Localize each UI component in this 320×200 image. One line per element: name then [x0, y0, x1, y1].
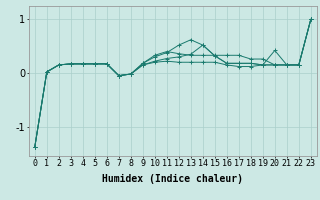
- X-axis label: Humidex (Indice chaleur): Humidex (Indice chaleur): [102, 174, 243, 184]
